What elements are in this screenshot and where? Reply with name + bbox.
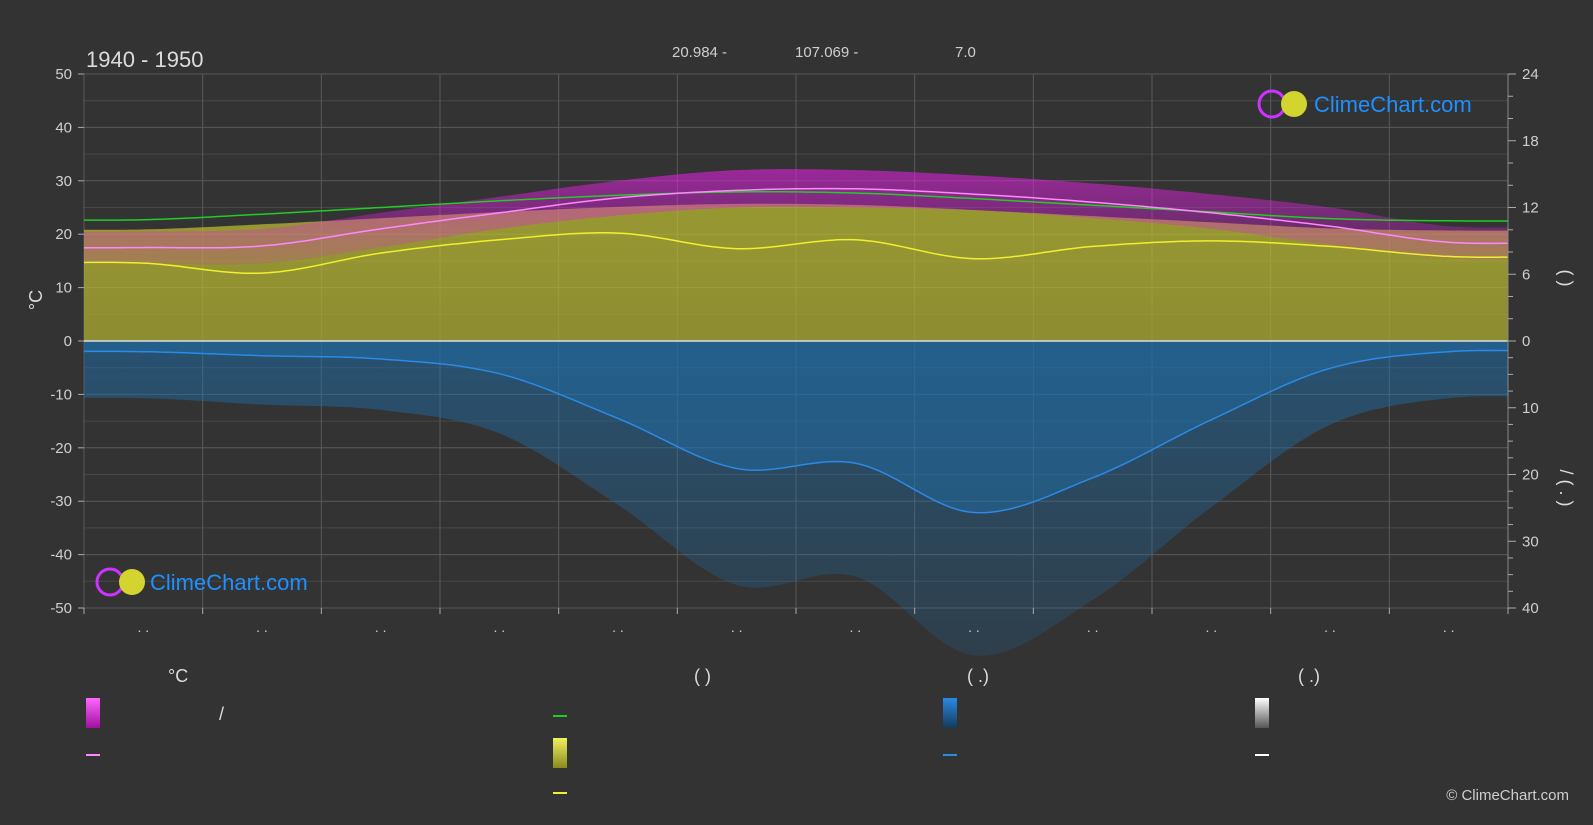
daylight-line	[84, 191, 1508, 222]
longitude-text: 107.069 -	[795, 44, 858, 61]
left-axis-tick-label: 20	[55, 226, 72, 243]
legend-header-rain: ( .)	[967, 666, 989, 686]
brand-name-top: ClimeChart.com	[1314, 92, 1472, 117]
copyright-text: © ClimeChart.com	[1446, 787, 1569, 804]
x-axis-tick-label: . .	[1324, 619, 1336, 635]
chart-axes: 50 40 30 20 10 0 -10 -20 -30 -40 -50 24 18 12 6 0 10 20 30…	[50, 66, 1538, 635]
x-axis-tick-label: . .	[493, 619, 505, 635]
sunshine-line	[83, 232, 1508, 275]
right-axis-bottom-label: / ( . )	[1556, 470, 1576, 507]
right-axis-bottom-tick-label: 30	[1522, 533, 1539, 550]
x-axis-tick-label: . .	[1205, 619, 1217, 635]
left-axis-tick-label: -30	[50, 493, 72, 510]
x-axis-tick-label: . .	[137, 619, 149, 635]
legend-swatch-temp-range	[86, 698, 100, 728]
legend-header-temperature: °C	[168, 666, 189, 686]
rain-area	[84, 341, 1508, 656]
brand-logo-top[interactable]: ClimeChart.com	[1257, 89, 1472, 119]
rain-mean-line	[84, 349, 1509, 514]
left-axis-tick-label: 30	[55, 173, 72, 190]
elevation-text: 7.0	[955, 44, 976, 61]
logo-sun-icon	[1281, 91, 1307, 117]
x-axis-tick-label: . .	[1087, 619, 1099, 635]
x-axis-tick-label: . .	[612, 619, 624, 635]
sunshine-area	[84, 203, 1508, 341]
brand-name-bottom: ClimeChart.com	[150, 570, 308, 595]
left-axis-tick-label: 0	[64, 333, 72, 350]
right-axis-top-tick-label: 0	[1522, 333, 1530, 350]
x-axis-tick-label: . .	[1443, 619, 1455, 635]
right-axis-top-tick-label: 12	[1522, 200, 1539, 217]
left-axis-label: °C	[26, 290, 46, 310]
legend-swatch-rain	[943, 698, 957, 728]
right-axis-bottom-tick-label: 40	[1522, 600, 1539, 617]
logo-sun-icon	[119, 569, 145, 595]
left-axis-tick-label: 50	[55, 66, 72, 83]
right-axis-top-tick-label: 6	[1522, 266, 1530, 283]
brand-logo-bottom[interactable]: ClimeChart.com	[95, 567, 308, 597]
chart-areas	[84, 169, 1508, 656]
left-axis-tick-label: -10	[50, 386, 72, 403]
x-axis-tick-label: . .	[968, 619, 980, 635]
right-axis-bottom-tick-label: 10	[1522, 400, 1539, 417]
left-axis-tick-label: -40	[50, 547, 72, 564]
legend-swatch-snow	[1255, 698, 1269, 728]
legend-swatch-sunshine	[553, 738, 567, 768]
x-axis-tick-label: . .	[375, 619, 387, 635]
x-axis-tick-label: . .	[256, 619, 268, 635]
temp-range-band	[84, 169, 1508, 265]
right-axis-top-label: ( )	[1556, 270, 1576, 287]
legend-temp-range-separator: /	[219, 704, 225, 724]
legend-header-sun: ( )	[694, 666, 711, 686]
period-title: 1940 - 1950	[86, 47, 203, 72]
right-axis-top-tick-label: 24	[1522, 66, 1539, 83]
left-axis-tick-label: -50	[50, 600, 72, 617]
temp-mean-line	[84, 187, 1509, 249]
left-axis-tick-label: -20	[50, 440, 72, 457]
x-axis-tick-label: . .	[731, 619, 743, 635]
x-axis-tick-label: . .	[849, 619, 861, 635]
chart-lines	[83, 187, 1509, 514]
left-axis-tick-label: 10	[55, 280, 72, 297]
left-axis-tick-label: 40	[55, 119, 72, 136]
right-axis-top-tick-label: 18	[1522, 133, 1539, 150]
legend-header-snow: ( .)	[1298, 666, 1320, 686]
rain-mean-area	[84, 341, 1508, 513]
right-axis-bottom-tick-label: 20	[1522, 467, 1539, 484]
latitude-text: 20.984 -	[672, 44, 727, 61]
